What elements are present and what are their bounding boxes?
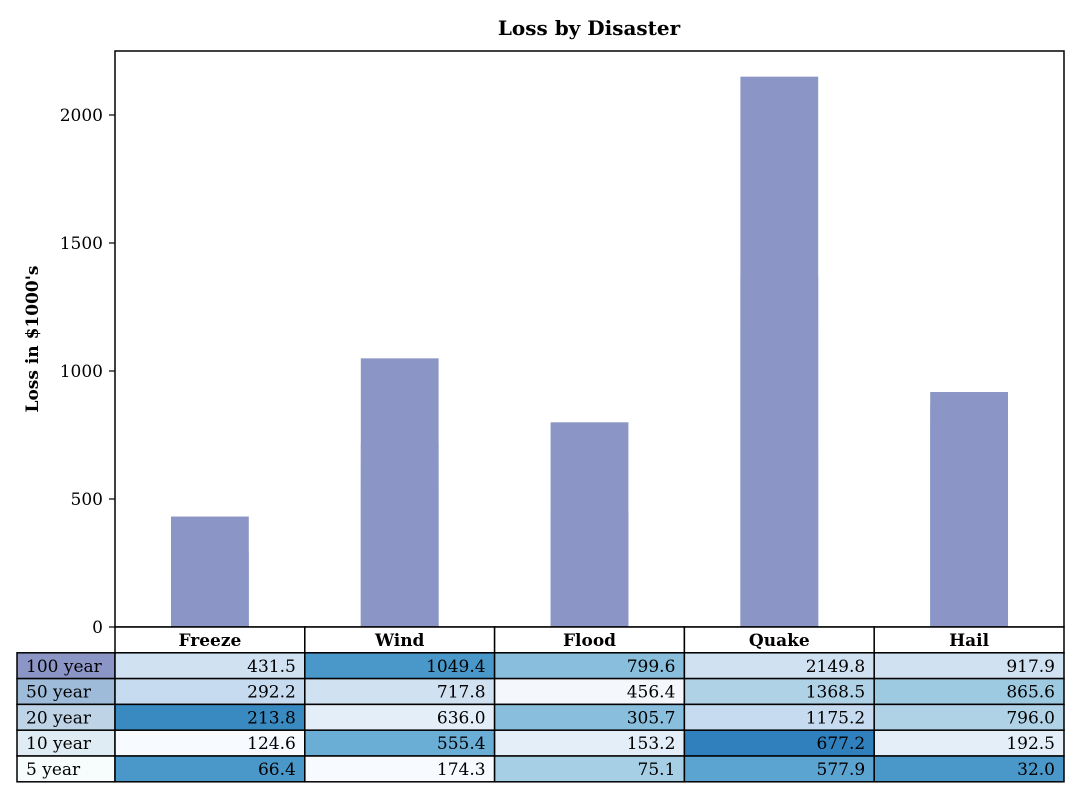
table-cell — [873, 755, 1065, 783]
table-row-label-cell — [16, 703, 116, 731]
table-cell-value: 865.6 — [1006, 683, 1055, 703]
table-cell — [493, 652, 686, 680]
table-cell-value: 636.0 — [437, 708, 486, 728]
table-cell-value: 192.5 — [1006, 734, 1055, 754]
table-cell-value: 1368.5 — [806, 683, 865, 703]
table-cell — [683, 755, 875, 783]
table-cell-value: 2149.8 — [806, 657, 865, 677]
table-cell — [493, 703, 686, 731]
table-row-label: 50 year — [26, 683, 92, 703]
table-cell-value: 292.2 — [247, 683, 296, 703]
table-header-label: Quake — [749, 631, 810, 651]
table-row-label: 10 year — [26, 734, 92, 754]
chart-title: Loss by Disaster — [498, 16, 681, 40]
table-cell-value: 917.9 — [1006, 657, 1055, 677]
table-cell-value: 213.8 — [247, 708, 296, 728]
table-cell-value: 677.2 — [817, 734, 866, 754]
table-header-label: Freeze — [178, 631, 241, 651]
table-row-label-cell — [16, 652, 116, 680]
table-cell — [873, 677, 1065, 706]
table-cell-value: 717.8 — [437, 683, 486, 703]
table-cell — [493, 755, 686, 783]
y-axis: 0 500 1000 1500 2000 — [60, 106, 115, 638]
table-cell-value: 75.1 — [638, 760, 676, 780]
y-tick-label: 1500 — [60, 234, 103, 254]
table-row-label: 5 year — [26, 760, 81, 780]
table-cell-value: 1049.4 — [426, 657, 485, 677]
table-cell-value: 66.4 — [258, 760, 296, 780]
table-cell-value: 124.6 — [247, 734, 296, 754]
table-row-label: 100 year — [26, 657, 103, 677]
table-row-label-cell — [16, 729, 116, 757]
table-cell-value: 456.4 — [627, 683, 676, 703]
table-cell-value: 305.7 — [627, 708, 676, 728]
y-tick-label: 1000 — [60, 362, 103, 382]
table-header-cell — [493, 626, 686, 654]
table-cell-value: 555.4 — [437, 734, 486, 754]
table-header-label: Wind — [374, 631, 425, 651]
y-tick-label: 2000 — [60, 106, 103, 126]
table-cell — [304, 677, 496, 706]
table-cell — [114, 755, 306, 783]
bar-100-year-freeze — [170, 516, 249, 627]
table-cell — [114, 677, 306, 706]
table-cell-value: 32.0 — [1017, 760, 1055, 780]
table-cell-value: 431.5 — [247, 657, 296, 677]
data-table: Freeze Wind Flood Quake Hail 100 year 431.5 104… — [16, 626, 1065, 783]
table-cell-value: 1175.2 — [806, 708, 865, 728]
bar-100-year-wind — [360, 358, 439, 627]
bars-layer — [170, 76, 1009, 628]
table-cell-value: 153.2 — [627, 734, 676, 754]
bar-100-year-flood — [550, 422, 629, 627]
table-cell-value: 577.9 — [817, 760, 866, 780]
table-cell-value: 799.6 — [627, 657, 676, 677]
table-cell — [683, 703, 875, 731]
table-header-label: Flood — [563, 631, 616, 651]
y-tick-label: 0 — [92, 618, 103, 638]
table-cell-value: 796.0 — [1006, 708, 1055, 728]
y-tick-label: 500 — [71, 490, 103, 510]
table-header-cell — [683, 626, 875, 654]
table-cell — [683, 652, 875, 680]
table-header-label: Hail — [949, 631, 990, 651]
table-header-cell — [873, 626, 1065, 654]
table-cell — [304, 755, 496, 783]
table-cell — [873, 703, 1065, 731]
table-header-cell — [114, 626, 306, 654]
y-axis-label: Loss in $1000's — [23, 265, 43, 412]
table-row-label: 20 year — [26, 708, 92, 728]
bar-100-year-quake — [740, 76, 819, 628]
table-cell-value: 174.3 — [437, 760, 486, 780]
table-cell — [304, 703, 496, 731]
bar-100-year-hail — [930, 392, 1009, 627]
